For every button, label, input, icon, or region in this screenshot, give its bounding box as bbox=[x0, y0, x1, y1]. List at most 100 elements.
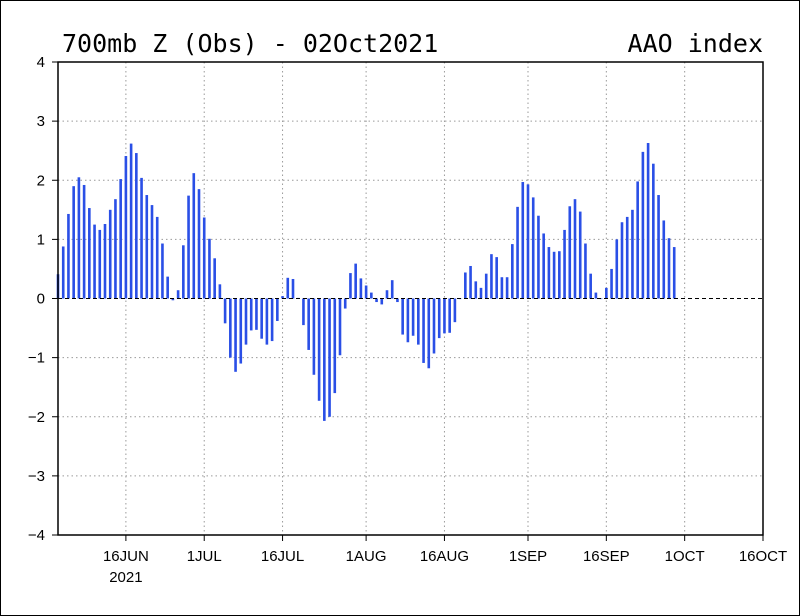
bar bbox=[531, 197, 535, 299]
bar bbox=[406, 298, 410, 343]
bar bbox=[208, 238, 211, 299]
bar bbox=[223, 298, 227, 324]
bar bbox=[255, 298, 258, 330]
bar bbox=[187, 195, 190, 299]
bar bbox=[218, 284, 222, 299]
bar bbox=[662, 220, 666, 299]
bar bbox=[526, 184, 530, 299]
bar bbox=[213, 258, 216, 299]
bar bbox=[202, 217, 206, 299]
y-tick-label: 3 bbox=[37, 113, 45, 130]
bar bbox=[396, 298, 399, 303]
x-axis: 16JUN 1JUL 16JUL 1AUG 16AUG 1SEP 16SEP 1OCT 16OC… bbox=[103, 535, 787, 586]
bar-layer bbox=[56, 143, 676, 421]
y-tick-label: 2 bbox=[37, 172, 45, 189]
bar bbox=[150, 205, 154, 299]
bar bbox=[82, 184, 86, 299]
bar bbox=[479, 287, 483, 299]
bar bbox=[333, 298, 337, 394]
bar bbox=[411, 298, 415, 336]
bar bbox=[427, 298, 431, 369]
bar bbox=[114, 199, 117, 299]
y-tick-label: 4 bbox=[37, 54, 45, 71]
bar bbox=[505, 277, 509, 299]
bar bbox=[129, 143, 133, 299]
bar bbox=[155, 216, 159, 299]
bar bbox=[281, 296, 284, 299]
chart-title: 700mb Z (Obs) - 02Oct2021 bbox=[62, 29, 438, 58]
bar bbox=[359, 278, 363, 299]
bar bbox=[312, 298, 316, 375]
x-tick-label: 1OCT bbox=[665, 548, 705, 565]
bar bbox=[244, 298, 248, 345]
bar bbox=[652, 163, 655, 299]
bar bbox=[552, 251, 556, 299]
bar bbox=[672, 247, 676, 299]
bar bbox=[641, 151, 645, 299]
bar bbox=[61, 246, 65, 299]
bar bbox=[625, 216, 629, 299]
bar bbox=[511, 244, 514, 299]
bar bbox=[286, 277, 290, 299]
bar bbox=[166, 276, 169, 299]
x-tick-label: 16JUN bbox=[103, 548, 149, 565]
bar bbox=[124, 156, 128, 299]
bar bbox=[615, 239, 619, 299]
bar bbox=[636, 181, 639, 299]
bar bbox=[364, 285, 368, 299]
bar bbox=[474, 281, 478, 299]
bar bbox=[119, 179, 122, 299]
x-tick-label: 16AUG bbox=[420, 548, 469, 565]
bar bbox=[490, 254, 493, 299]
bar bbox=[594, 292, 598, 299]
bar bbox=[584, 243, 587, 299]
bar bbox=[563, 229, 566, 299]
bar bbox=[443, 298, 446, 334]
bar bbox=[370, 292, 373, 299]
x-tick-label: 1JUL bbox=[187, 548, 222, 565]
bar bbox=[234, 298, 237, 372]
bar bbox=[422, 298, 425, 363]
bar bbox=[589, 273, 592, 299]
bar bbox=[537, 215, 540, 299]
bar bbox=[343, 298, 347, 309]
x-tick-label: 16JUL bbox=[261, 548, 304, 565]
bar bbox=[516, 206, 519, 299]
bar bbox=[390, 280, 394, 299]
bar bbox=[349, 273, 352, 299]
bar bbox=[338, 298, 342, 356]
y-tick-label: 1 bbox=[37, 231, 45, 248]
bar bbox=[484, 273, 488, 299]
bar bbox=[270, 298, 274, 342]
bar bbox=[495, 257, 498, 299]
chart-subtitle: AAO index bbox=[628, 29, 763, 58]
y-tick-label: −1 bbox=[28, 350, 45, 367]
x-tick-label: 1SEP bbox=[509, 548, 547, 565]
bar bbox=[605, 287, 608, 299]
bar bbox=[385, 290, 389, 299]
bar bbox=[437, 298, 441, 339]
y-tick-label: −4 bbox=[28, 527, 45, 544]
bar bbox=[464, 272, 467, 299]
y-tick-label: −2 bbox=[28, 409, 45, 426]
bar bbox=[328, 298, 331, 417]
bar bbox=[317, 298, 321, 401]
bar bbox=[302, 298, 305, 326]
bar bbox=[500, 277, 504, 299]
bar bbox=[667, 238, 671, 299]
bar bbox=[72, 186, 75, 299]
bar bbox=[161, 243, 164, 299]
bar bbox=[323, 298, 326, 421]
x-tick-label: 16SEP bbox=[583, 548, 630, 565]
bar bbox=[307, 298, 310, 350]
bar bbox=[229, 298, 232, 358]
bar bbox=[140, 177, 143, 299]
bar bbox=[171, 298, 175, 301]
bar bbox=[558, 251, 561, 299]
grid-layer bbox=[58, 62, 763, 535]
bar bbox=[182, 245, 185, 299]
bar bbox=[547, 247, 551, 299]
